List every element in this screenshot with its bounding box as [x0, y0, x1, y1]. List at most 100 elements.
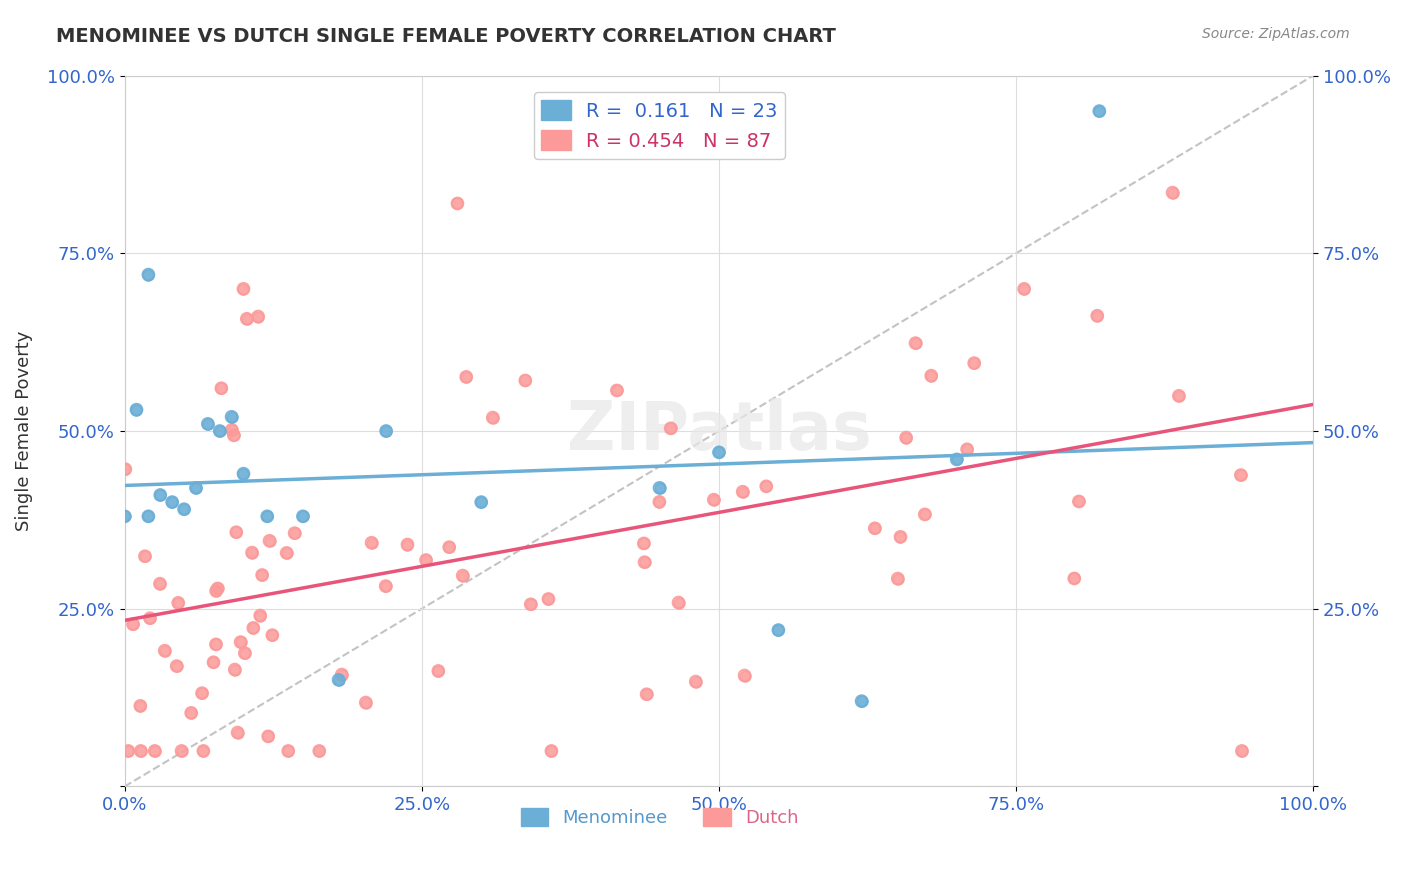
Point	[221, 409, 243, 424]
Point	[920, 368, 942, 383]
Point	[180, 706, 202, 720]
Point	[291, 509, 314, 524]
Point	[205, 583, 228, 598]
Point	[129, 698, 152, 713]
Point	[330, 667, 353, 681]
Point	[768, 623, 790, 637]
Point	[456, 370, 478, 384]
Point	[209, 381, 232, 395]
Point	[956, 442, 979, 457]
Point	[205, 637, 228, 651]
Point	[707, 445, 730, 459]
Point	[887, 572, 910, 586]
Point	[139, 611, 162, 625]
Point	[360, 535, 382, 549]
Point	[914, 508, 936, 522]
Point	[256, 509, 278, 524]
Point	[184, 481, 207, 495]
Point	[257, 730, 280, 744]
Y-axis label: Single Female Poverty: Single Female Poverty	[15, 331, 32, 532]
Point	[685, 674, 707, 689]
Point	[659, 421, 682, 435]
Point	[904, 336, 927, 351]
Point	[114, 462, 136, 476]
Point	[134, 549, 156, 564]
Point	[197, 417, 219, 431]
Point	[1063, 571, 1085, 585]
Point	[173, 502, 195, 516]
Text: MENOMINEE VS DUTCH SINGLE FEMALE POVERTY CORRELATION CHART: MENOMINEE VS DUTCH SINGLE FEMALE POVERTY…	[56, 27, 837, 45]
Point	[914, 508, 936, 522]
Point	[470, 495, 492, 509]
Point	[233, 646, 256, 660]
Point	[138, 509, 160, 524]
Point	[173, 502, 195, 516]
Point	[374, 579, 396, 593]
Point	[256, 509, 278, 524]
Point	[415, 553, 437, 567]
Point	[224, 663, 246, 677]
Point	[225, 525, 247, 540]
Point	[122, 617, 145, 632]
Point	[396, 537, 419, 551]
Point	[1167, 389, 1189, 403]
Point	[125, 402, 148, 417]
Point	[636, 687, 658, 701]
Point	[374, 579, 396, 593]
Point	[225, 525, 247, 540]
Point	[276, 546, 298, 560]
Point	[153, 643, 176, 657]
Point	[731, 484, 754, 499]
Point	[221, 423, 243, 437]
Point	[668, 596, 690, 610]
Point	[1161, 186, 1184, 200]
Point	[920, 368, 942, 383]
Point	[415, 553, 437, 567]
Point	[606, 384, 628, 398]
Point	[537, 591, 560, 606]
Point	[191, 686, 214, 700]
Text: ZIPatlas: ZIPatlas	[567, 398, 872, 464]
Point	[224, 663, 246, 677]
Point	[149, 488, 172, 502]
Point	[236, 311, 259, 326]
Point	[117, 744, 139, 758]
Point	[205, 583, 228, 598]
Point	[166, 659, 188, 673]
Point	[208, 424, 231, 438]
Point	[249, 608, 271, 623]
Point	[250, 568, 273, 582]
Point	[963, 356, 986, 370]
Point	[1088, 104, 1111, 119]
Point	[648, 481, 671, 495]
Point	[904, 336, 927, 351]
Point	[515, 374, 537, 388]
Point	[247, 310, 270, 324]
Point	[125, 402, 148, 417]
Point	[247, 310, 270, 324]
Point	[703, 492, 725, 507]
Point	[284, 526, 307, 541]
Point	[229, 635, 252, 649]
Point	[277, 744, 299, 758]
Point	[129, 698, 152, 713]
Point	[963, 356, 986, 370]
Point	[167, 596, 190, 610]
Point	[446, 196, 468, 211]
Point	[851, 694, 873, 708]
Point	[209, 381, 232, 395]
Point	[191, 686, 214, 700]
Point	[330, 667, 353, 681]
Point	[240, 545, 263, 559]
Point	[284, 526, 307, 541]
Point	[197, 417, 219, 431]
Point	[446, 196, 468, 211]
Point	[242, 621, 264, 635]
Text: Source: ZipAtlas.com: Source: ZipAtlas.com	[1202, 27, 1350, 41]
Point	[221, 409, 243, 424]
Point	[437, 540, 460, 554]
Point	[1161, 186, 1184, 200]
Point	[240, 545, 263, 559]
Point	[1012, 282, 1035, 296]
Point	[1085, 309, 1108, 323]
